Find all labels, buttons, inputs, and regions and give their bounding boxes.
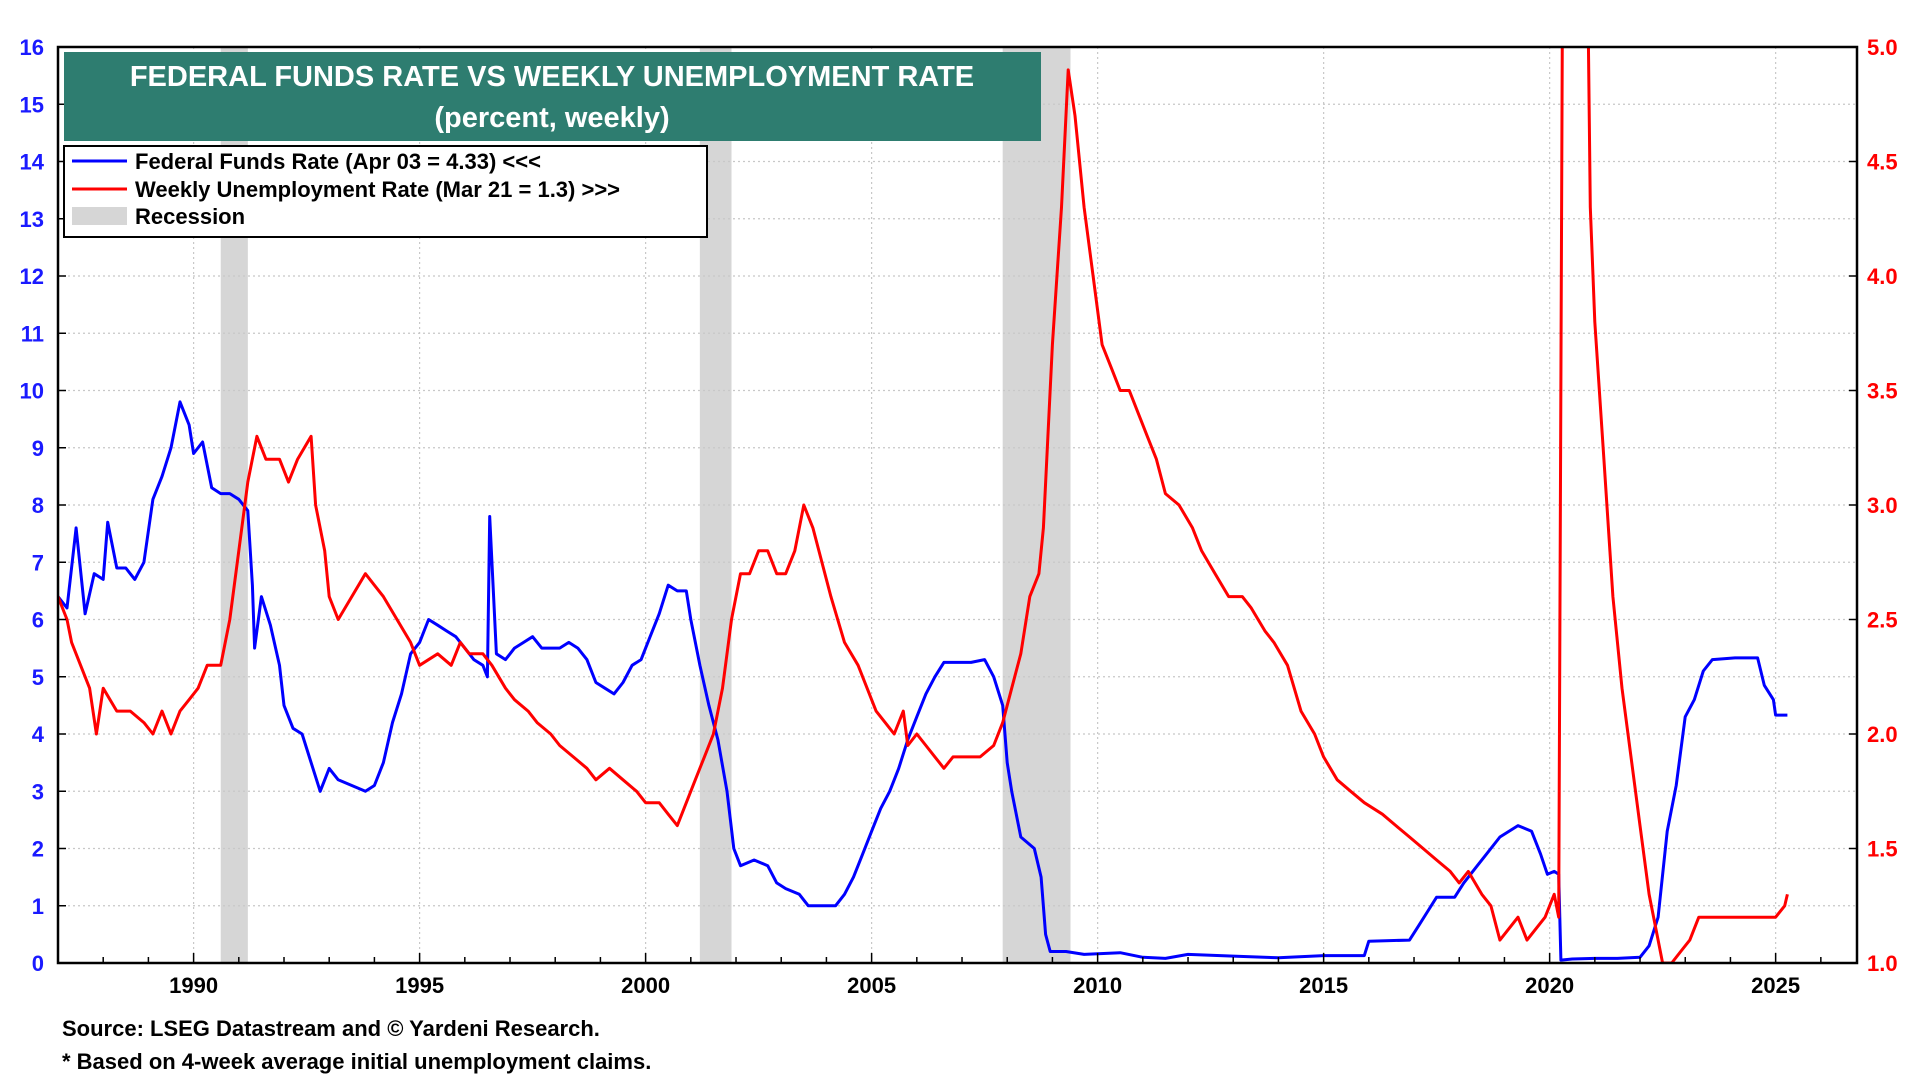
y-left-tick-label: 7 [32,550,44,575]
chart-subtitle: (percent, weekly) [434,102,669,134]
y-right-tick-label: 1.0 [1867,951,1898,976]
y-left-tick-label: 3 [32,779,44,804]
legend-box [63,145,708,238]
y-left-tick-label: 12 [20,264,44,289]
legend-swatch-recession [72,207,127,225]
y-left-tick-label: 6 [32,608,44,633]
x-tick-label: 1990 [169,973,218,998]
y-left-tick-label: 4 [32,722,45,747]
y-left-tick-label: 5 [32,665,44,690]
y-left-tick-label: 16 [20,35,44,60]
title-background [64,52,1041,141]
y-right-tick-label: 1.5 [1867,837,1898,862]
y-right-tick-label: 5.0 [1867,35,1898,60]
legend-label-fed-funds: Federal Funds Rate (Apr 03 = 4.33) <<< [135,149,541,174]
footnote: * Based on 4-week average initial unempl… [62,1049,652,1074]
x-tick-label: 2025 [1751,973,1800,998]
axes: 0123456789101112131415161.01.52.02.53.03… [20,35,1898,998]
series-lines [58,47,1789,963]
y-left-tick-label: 0 [32,951,44,976]
y-right-tick-label: 3.0 [1867,493,1898,518]
y-left-tick-label: 1 [32,894,44,919]
y-right-tick-label: 2.5 [1867,608,1898,633]
legend-label-recession: Recession [135,204,245,229]
x-tick-label: 2005 [847,973,896,998]
legend-label-unemployment: Weekly Unemployment Rate (Mar 21 = 1.3) … [135,177,620,202]
y-left-tick-label: 13 [20,207,44,232]
y-left-tick-label: 14 [20,150,45,175]
x-tick-label: 2015 [1299,973,1348,998]
series-line-unemployment [58,47,1789,963]
y-left-tick-label: 2 [32,837,44,862]
y-right-tick-label: 4.5 [1867,150,1898,175]
x-tick-label: 2020 [1525,973,1574,998]
y-left-tick-label: 9 [32,436,44,461]
y-right-tick-label: 4.0 [1867,264,1898,289]
x-tick-label: 2010 [1073,973,1122,998]
chart-title: FEDERAL FUNDS RATE VS WEEKLY UNEMPLOYMEN… [130,61,974,93]
y-left-tick-label: 8 [32,493,44,518]
x-tick-label: 1995 [395,973,444,998]
y-left-tick-label: 11 [21,321,44,346]
title-box: FEDERAL FUNDS RATE VS WEEKLY UNEMPLOYMEN… [64,52,1041,141]
series-line-fed-funds [58,400,1788,962]
y-right-tick-label: 2.0 [1867,722,1898,747]
source-note: Source: LSEG Datastream and © Yardeni Re… [62,1016,600,1041]
y-right-tick-label: 3.5 [1867,379,1898,404]
y-left-tick-label: 15 [20,92,44,117]
legend: Federal Funds Rate (Apr 03 = 4.33) <<< W… [63,145,708,238]
y-left-tick-label: 10 [20,379,44,404]
x-tick-label: 2000 [621,973,670,998]
recession-band [1002,47,1071,963]
